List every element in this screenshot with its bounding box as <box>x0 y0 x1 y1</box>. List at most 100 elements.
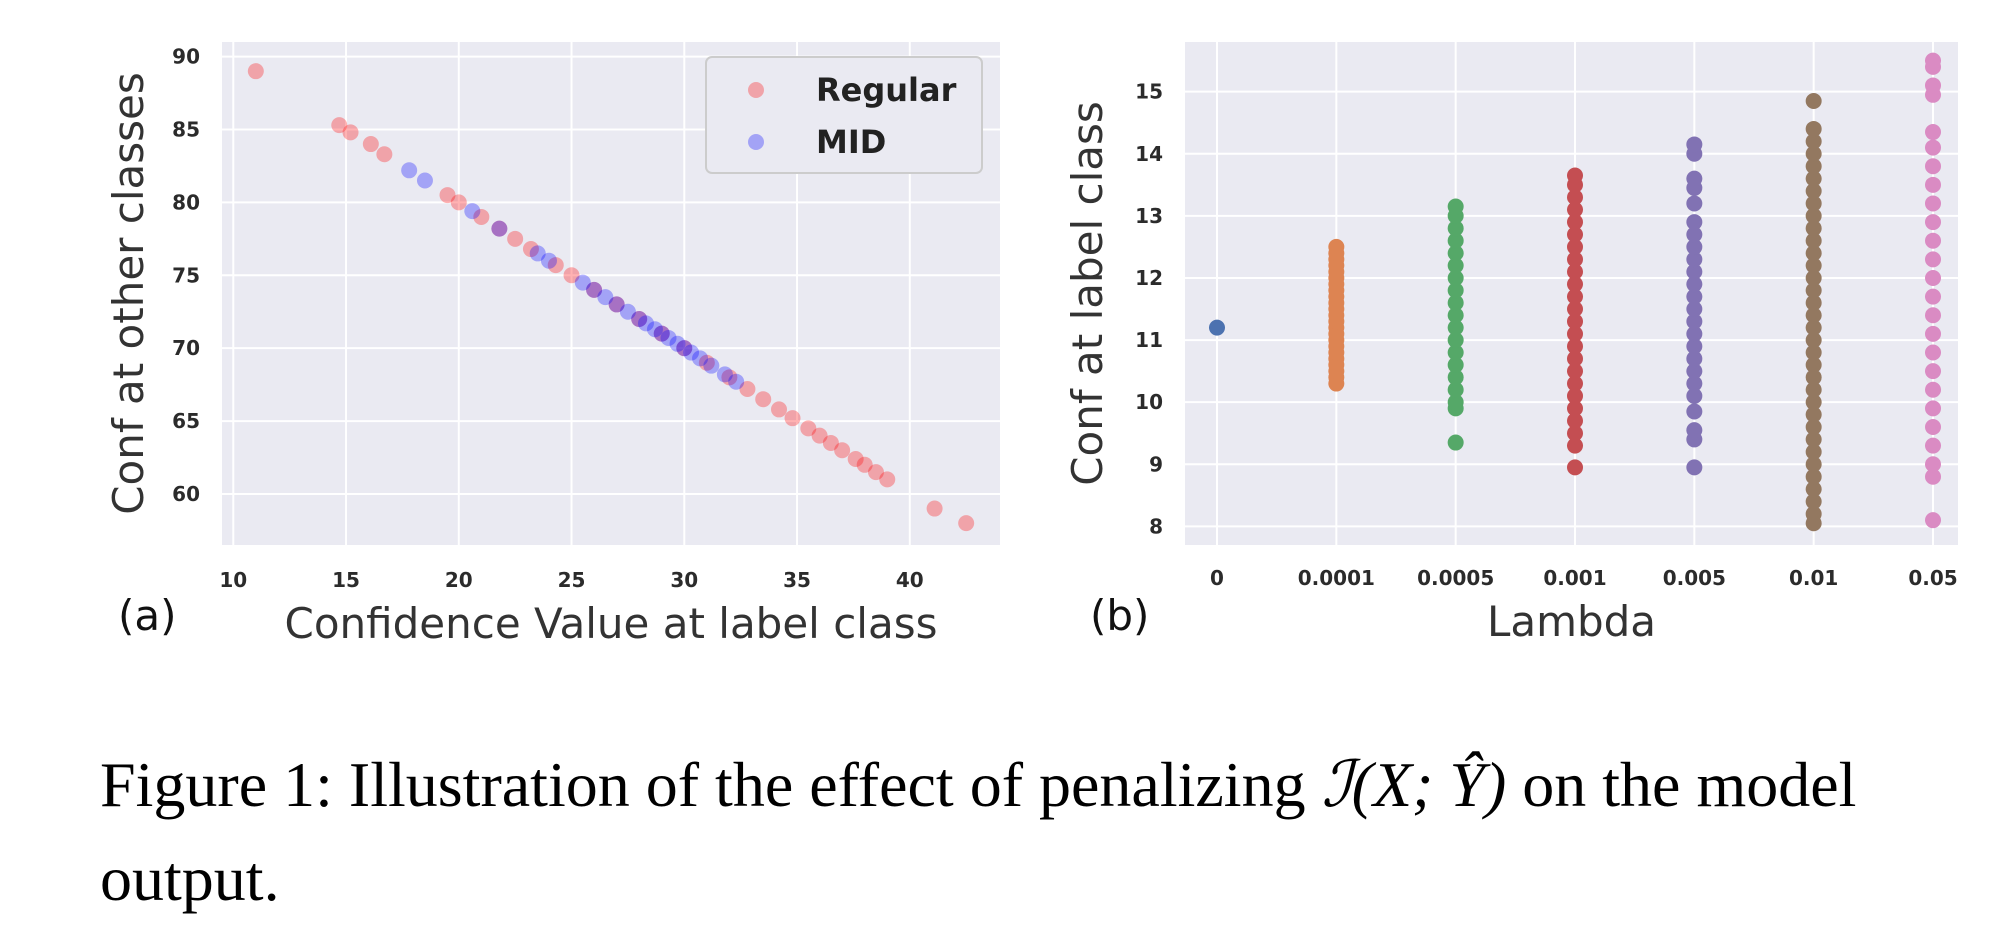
point-mid <box>637 315 654 332</box>
point-lambda-0.0005 <box>1447 257 1464 274</box>
point-mid <box>646 321 663 338</box>
point-lambda-0.01 <box>1805 207 1822 224</box>
point-lambda-0.005 <box>1686 422 1703 439</box>
y-tick-label: 90 <box>172 45 200 69</box>
point-mid <box>608 296 625 313</box>
point-lambda-0.01 <box>1805 344 1822 361</box>
point-mid <box>676 340 693 357</box>
point-lambda-0.001 <box>1567 313 1583 330</box>
point-lambda-0.001 <box>1567 214 1583 231</box>
point-lambda-0.001 <box>1567 387 1583 404</box>
point-regular <box>473 208 490 225</box>
point-regular <box>547 257 564 274</box>
point-lambda-0.005 <box>1686 276 1703 293</box>
point-mid <box>631 311 648 328</box>
point-lambda-0.01 <box>1805 282 1822 299</box>
point-mid <box>597 289 614 306</box>
point-lambda-0.005 <box>1686 387 1703 404</box>
point-lambda-0.05 <box>1925 158 1941 175</box>
point-lambda-0.0005 <box>1447 282 1464 299</box>
point-lambda-0.005 <box>1686 226 1703 243</box>
point-lambda-0.01 <box>1805 332 1822 349</box>
x-tick-label: 35 <box>783 568 811 592</box>
point-lambda-0.0005 <box>1447 232 1464 249</box>
point-lambda-0.05 <box>1925 325 1941 342</box>
point-lambda-0.001 <box>1567 301 1583 318</box>
point-lambda-0.01 <box>1805 269 1822 286</box>
point-lambda-0.05 <box>1925 512 1941 529</box>
point-lambda-0.0005 <box>1447 381 1464 398</box>
point-lambda-0.05 <box>1925 77 1941 94</box>
y-tick-label: 14 <box>1135 142 1163 166</box>
point-lambda-0.0005 <box>1447 269 1464 286</box>
point-lambda-0.01 <box>1805 394 1822 411</box>
y-axis-label-b: Conf at label class <box>1063 101 1112 486</box>
point-lambda-0.05 <box>1925 344 1941 361</box>
point-regular <box>439 187 456 204</box>
x-tick-label: 10 <box>219 568 247 592</box>
point-regular <box>608 296 625 313</box>
point-lambda-0.0005 <box>1447 245 1464 262</box>
point-lambda-0.05 <box>1925 195 1941 212</box>
point-lambda-0.005 <box>1686 288 1703 305</box>
point-regular <box>247 63 264 80</box>
legend-a: Regular MID <box>705 56 983 174</box>
point-lambda-0.01 <box>1805 183 1822 200</box>
point-lambda-0.001 <box>1567 251 1583 268</box>
point-lambda-0.01 <box>1805 120 1822 137</box>
point-lambda-0.05 <box>1925 269 1941 286</box>
point-lambda-0.01 <box>1805 294 1822 311</box>
point-regular <box>563 267 580 284</box>
point-regular <box>507 230 524 247</box>
panel-label-b: (b) <box>1090 591 1149 640</box>
point-mid <box>529 245 546 262</box>
x-tick-label: 0.001 <box>1543 566 1606 590</box>
point-regular <box>822 434 839 451</box>
point-mid <box>692 350 709 367</box>
point-regular <box>867 464 884 481</box>
point-mid <box>416 172 433 189</box>
point-regular <box>755 391 772 408</box>
point-regular <box>811 427 828 444</box>
point-lambda-0.01 <box>1805 419 1822 436</box>
point-mid <box>660 329 677 346</box>
point-lambda-0.01 <box>1805 92 1822 109</box>
point-lambda-0.01 <box>1805 319 1822 336</box>
x-tick-label: 30 <box>670 568 698 592</box>
point-lambda-0.005 <box>1686 363 1703 380</box>
point-lambda-0.01 <box>1805 369 1822 386</box>
point-lambda-0.01 <box>1805 381 1822 398</box>
point-lambda-0.0005 <box>1447 198 1464 215</box>
point-lambda-0.0005 <box>1447 394 1464 411</box>
point-lambda-0.001 <box>1567 363 1583 380</box>
point-lambda-0.001 <box>1567 350 1583 367</box>
point-lambda-0.001 <box>1567 263 1583 280</box>
point-lambda-0.01 <box>1805 443 1822 460</box>
point-regular <box>856 456 873 473</box>
x-tick-label: 40 <box>896 568 924 592</box>
point-lambda-0.05 <box>1925 124 1941 141</box>
point-lambda-0.0005 <box>1447 220 1464 237</box>
point-lambda-0.001 <box>1567 375 1583 392</box>
legend-label-mid: MID <box>816 123 886 161</box>
point-lambda-0.005 <box>1686 459 1703 476</box>
point-mid <box>728 373 745 390</box>
legend-marker-regular <box>748 82 764 98</box>
chart-a: 10 15 20 25 30 35 40 60 65 70 75 80 85 90 Regular MID Co… <box>104 42 1000 648</box>
point-lambda-0.005 <box>1686 170 1703 187</box>
point-lambda-0.0001 <box>1328 238 1345 255</box>
y-tick-label: 15 <box>1135 80 1163 104</box>
point-regular <box>376 146 393 163</box>
point-lambda-0.05 <box>1925 307 1941 324</box>
point-lambda-0 <box>1209 319 1225 336</box>
point-lambda-0.001 <box>1567 325 1583 342</box>
point-lambda-0.0005 <box>1447 319 1464 336</box>
point-lambda-0.0005 <box>1447 294 1464 311</box>
point-lambda-0.001 <box>1567 459 1583 476</box>
point-lambda-0.01 <box>1805 431 1822 448</box>
point-lambda-0.005 <box>1686 403 1703 420</box>
point-lambda-0.001 <box>1567 412 1583 429</box>
point-lambda-0.0005 <box>1447 369 1464 386</box>
point-lambda-0.0005 <box>1447 356 1464 373</box>
point-regular <box>847 450 864 467</box>
